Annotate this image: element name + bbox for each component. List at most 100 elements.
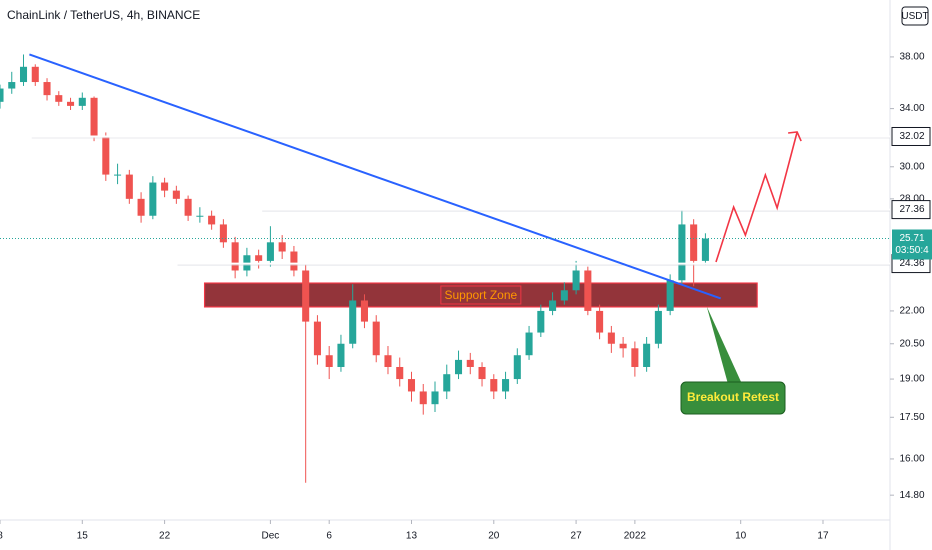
projection-arrowhead — [788, 131, 802, 142]
countdown: 03:50:4 — [895, 245, 929, 256]
chart-title: ChainLink / TetherUS, 4h, BINANCE — [7, 8, 200, 22]
candle-body — [43, 82, 51, 96]
candle-body — [255, 255, 263, 261]
candle-body — [208, 215, 216, 225]
y-tick-label: 20.50 — [899, 338, 924, 349]
x-tick-label: 10 — [735, 531, 747, 542]
currency-box[interactable] — [901, 6, 929, 26]
support-zone — [203, 282, 758, 308]
candle-body — [8, 82, 16, 89]
candle-body — [407, 379, 416, 392]
candle-body — [325, 355, 333, 367]
candle-body — [302, 270, 310, 322]
candle-body — [631, 348, 639, 367]
x-tick-label: 2022 — [624, 531, 647, 542]
candle-body — [337, 343, 345, 367]
trendline — [29, 53, 722, 300]
y-tick-label: 38.00 — [899, 52, 924, 63]
candle-body — [478, 366, 486, 380]
candle-body — [125, 174, 133, 199]
level-label-box — [891, 126, 931, 146]
x-tick-label: Dec — [262, 531, 280, 542]
candle-body — [372, 321, 380, 356]
candle-body — [0, 88, 4, 102]
x-tick-label: 27 — [571, 531, 583, 542]
projection — [715, 131, 798, 263]
x-tick-label: 15 — [77, 531, 89, 542]
candle-body — [454, 359, 463, 375]
candle-body — [67, 101, 75, 106]
candle-body — [266, 242, 274, 261]
callout-pointer — [706, 306, 742, 384]
y-tick-label: 34.00 — [899, 103, 924, 114]
candle-body — [419, 391, 427, 405]
candle-body — [161, 182, 169, 191]
candle-body — [643, 343, 651, 367]
candle-body — [172, 190, 180, 199]
callout-label: Breakout Retest — [687, 390, 779, 404]
candle-body — [55, 95, 63, 102]
candle-body — [549, 300, 557, 311]
candle-body — [102, 136, 110, 175]
zone-label: Support Zone — [444, 288, 517, 302]
candle-body — [137, 198, 145, 216]
y-tick-label: 22.00 — [899, 306, 924, 317]
x-tick-label: 17 — [817, 531, 829, 542]
candle-body — [384, 355, 392, 367]
candle-body — [90, 97, 98, 137]
current-price-box — [892, 229, 932, 260]
candle-body — [596, 310, 604, 333]
x-tick-label: 8 — [0, 531, 3, 542]
y-tick-label: 30.00 — [899, 161, 924, 172]
level-label: 32.02 — [899, 131, 924, 142]
candle-body — [396, 366, 404, 380]
candle-body — [502, 379, 510, 392]
candle-body — [701, 238, 709, 261]
y-tick-label: 28.00 — [899, 193, 924, 204]
candle-body — [537, 310, 545, 333]
candle-body — [219, 224, 227, 243]
candle-body — [619, 343, 627, 349]
currency-label[interactable]: USDT — [901, 11, 928, 22]
candle-body — [490, 379, 498, 392]
y-tick-label: 14.80 — [899, 490, 924, 501]
candle-body — [196, 215, 204, 217]
current-price-label: 25.71 — [899, 233, 924, 244]
level-label-box — [891, 200, 931, 220]
candle-body — [666, 280, 674, 311]
candle-body — [313, 321, 321, 356]
candle-body — [654, 310, 662, 344]
x-tick-label: 13 — [406, 531, 418, 542]
y-tick-label: 17.50 — [899, 412, 924, 423]
candle-body — [584, 270, 592, 311]
candle-body — [678, 224, 686, 281]
zone-label-box — [440, 285, 522, 305]
candle-body — [31, 66, 39, 83]
candle-body — [607, 332, 615, 344]
candle-body — [19, 66, 28, 83]
candle-body — [349, 300, 357, 344]
candle-body — [114, 174, 122, 176]
candle-body — [572, 270, 580, 291]
level-label: 24.36 — [899, 258, 924, 269]
candle-body — [431, 391, 439, 405]
candle-body — [278, 242, 286, 252]
candle-body — [560, 290, 568, 301]
y-tick-label: 19.00 — [899, 374, 924, 385]
x-tick-label: 22 — [159, 531, 171, 542]
candle-body — [443, 374, 451, 392]
x-tick-label: 20 — [488, 531, 500, 542]
candle-body — [78, 97, 86, 106]
candle-body — [231, 242, 239, 271]
candle-body — [360, 300, 368, 322]
x-tick-label: 6 — [326, 531, 332, 542]
candle-body — [290, 251, 298, 271]
y-tick-label: 16.00 — [899, 454, 924, 465]
level-label: 27.36 — [899, 204, 924, 215]
candle-body — [466, 359, 474, 367]
callout-box — [680, 381, 786, 415]
candle-body — [149, 182, 157, 216]
